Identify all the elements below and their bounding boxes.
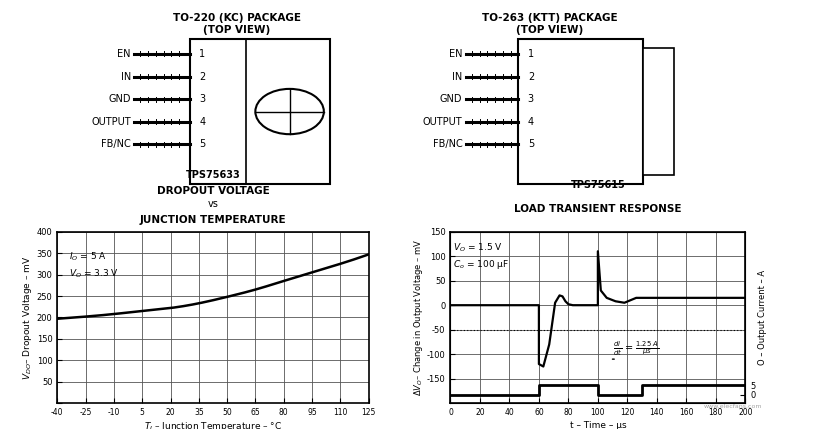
X-axis label: t – Time – μs: t – Time – μs [569,421,627,429]
Text: www.elecfans.com: www.elecfans.com [704,404,762,408]
Y-axis label: Δ$V_O$– Change in Output Voltage – mV: Δ$V_O$– Change in Output Voltage – mV [413,239,425,396]
Text: DROPOUT VOLTAGE: DROPOUT VOLTAGE [156,186,269,196]
Text: IN: IN [120,72,131,82]
Text: EN: EN [449,49,463,59]
Text: IN: IN [452,72,463,82]
Text: TO-263 (KTT) PACKAGE: TO-263 (KTT) PACKAGE [482,13,618,23]
Text: 1: 1 [527,49,534,59]
Text: 5: 5 [527,139,534,149]
Text: 4: 4 [199,117,206,127]
Text: 1: 1 [199,49,206,59]
X-axis label: $T_J$ – Junction Temperature – °C: $T_J$ – Junction Temperature – °C [144,421,282,429]
Text: $I_O$ = 5 A
$V_O$ = 3.3 V: $I_O$ = 5 A $V_O$ = 3.3 V [69,251,119,281]
Text: OUTPUT: OUTPUT [423,117,463,127]
Text: TO-220 (KC) PACKAGE: TO-220 (KC) PACKAGE [173,13,301,23]
Text: $V_O$ = 1.5 V
$C_o$ = 100 μF: $V_O$ = 1.5 V $C_o$ = 100 μF [454,242,509,272]
Text: 5: 5 [199,139,206,149]
Text: vs: vs [207,199,219,209]
Text: 2: 2 [199,72,206,82]
Text: FB/NC: FB/NC [101,139,131,149]
Text: 4: 4 [527,117,534,127]
Text: FB/NC: FB/NC [432,139,463,149]
Text: GND: GND [440,94,463,104]
Text: TPS75615: TPS75615 [571,181,625,190]
Text: (TOP VIEW): (TOP VIEW) [516,25,583,35]
Text: (TOP VIEW): (TOP VIEW) [203,25,270,35]
Text: EN: EN [117,49,131,59]
Text: OUTPUT: OUTPUT [91,117,131,127]
Y-axis label: $V_{DO}$– Dropout Voltage – mV: $V_{DO}$– Dropout Voltage – mV [20,255,34,380]
Text: 3: 3 [199,94,206,104]
Text: $\frac{di}{dt}$ = $\frac{1.25\ A}{\mu s}$: $\frac{di}{dt}$ = $\frac{1.25\ A}{\mu s}… [613,340,659,359]
Bar [190,39,330,184]
Bar [518,39,643,184]
Text: 2: 2 [527,72,534,82]
Bar [643,48,674,175]
Text: LOAD TRANSIENT RESPONSE: LOAD TRANSIENT RESPONSE [514,205,681,214]
Text: 3: 3 [527,94,534,104]
Text: TPS75633: TPS75633 [186,170,240,180]
Y-axis label: O – Output Current – A: O – Output Current – A [758,270,767,365]
Text: JUNCTION TEMPERATURE: JUNCTION TEMPERATURE [139,215,287,225]
Text: GND: GND [108,94,131,104]
